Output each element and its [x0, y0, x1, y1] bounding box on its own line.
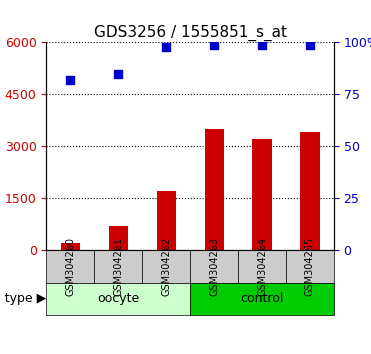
Text: cell type ▶: cell type ▶	[0, 292, 46, 306]
Text: GSM304265: GSM304265	[305, 237, 315, 296]
FancyBboxPatch shape	[142, 250, 190, 282]
Text: control: control	[240, 292, 284, 306]
Point	[115, 71, 121, 76]
FancyBboxPatch shape	[190, 250, 238, 282]
FancyBboxPatch shape	[190, 282, 334, 315]
FancyBboxPatch shape	[286, 250, 334, 282]
Point	[163, 44, 169, 50]
Text: GSM304262: GSM304262	[161, 237, 171, 296]
Title: GDS3256 / 1555851_s_at: GDS3256 / 1555851_s_at	[93, 25, 287, 41]
Bar	[61, 243, 80, 250]
FancyBboxPatch shape	[94, 250, 142, 282]
FancyBboxPatch shape	[46, 282, 190, 315]
Text: GSM304263: GSM304263	[209, 237, 219, 296]
Point	[68, 77, 73, 83]
Bar	[204, 129, 224, 250]
Point	[211, 42, 217, 47]
Bar	[301, 132, 319, 250]
Bar	[109, 226, 128, 250]
Text: GSM304261: GSM304261	[113, 237, 123, 296]
FancyBboxPatch shape	[46, 250, 94, 282]
Point	[259, 42, 265, 47]
FancyBboxPatch shape	[238, 250, 286, 282]
Text: GSM304260: GSM304260	[65, 237, 75, 296]
Bar	[252, 139, 272, 250]
Point	[307, 42, 313, 47]
Text: GSM304264: GSM304264	[257, 237, 267, 296]
Bar	[157, 191, 176, 250]
Text: oocyte: oocyte	[97, 292, 139, 306]
